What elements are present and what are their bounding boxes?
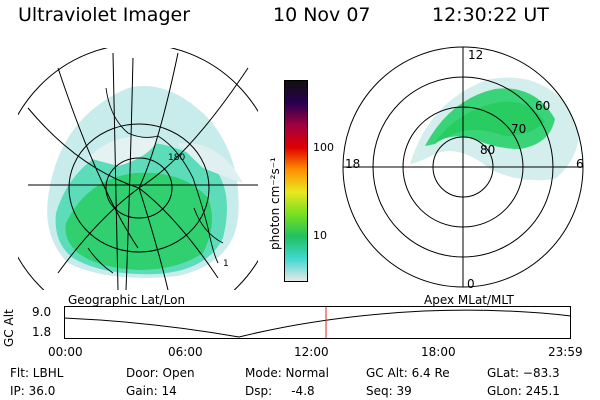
info-seq: Seq: 39 (366, 384, 412, 398)
altitude-ytick-9: 9.0 (32, 305, 52, 319)
info-glon: GLon: 245.1 (487, 384, 560, 398)
info-glat: GLat: −83.3 (487, 366, 560, 380)
xtick-1800: 18:00 (421, 345, 456, 359)
altitude-curve (64, 309, 572, 338)
colorbar-unit-label: photon cm⁻²s⁻¹ (268, 157, 282, 250)
xtick-0000: 00:00 (48, 345, 83, 359)
mlt-label-18: 18 (345, 157, 360, 171)
time-label: 12:30:22 UT (432, 4, 549, 26)
info-gcalt: GC Alt: 6.4 Re (366, 366, 450, 380)
info-mode: Mode: Normal (245, 366, 329, 380)
mlat-mlt-polar-plot: 12 18 6 0 60 70 80 (342, 46, 584, 290)
mlat-label-80: 80 (480, 143, 495, 157)
instrument-title: Ultraviolet Imager (18, 4, 191, 26)
color-bar (284, 80, 308, 282)
right-map-label: Apex MLat/MLT (424, 293, 514, 307)
info-ip: IP: 36.0 (10, 384, 56, 398)
altitude-ylabel: GC Alt (2, 309, 16, 347)
geographic-map: 180 1 (18, 48, 258, 290)
uv-image-magnetic (410, 77, 580, 181)
info-flt: Flt: LBHL (10, 366, 64, 380)
mlat-label-70: 70 (511, 122, 526, 136)
info-door: Door: Open (126, 366, 195, 380)
polar-grid (342, 46, 584, 288)
coast-label-180: 180 (168, 153, 185, 163)
xtick-0600: 06:00 (168, 345, 203, 359)
altitude-ytick-1-8: 1.8 (32, 325, 52, 339)
mlat-label-60: 60 (535, 99, 550, 113)
left-map-label: Geographic Lat/Lon (68, 293, 186, 307)
altitude-plot (64, 306, 572, 339)
info-dsp: Dsp: -4.8 (245, 384, 315, 398)
date-label: 10 Nov 07 (273, 4, 371, 26)
xtick-2359: 23:59 (548, 345, 583, 359)
xtick-1200: 12:00 (294, 345, 329, 359)
colorbar-tick-100: 100 (313, 141, 334, 154)
mlt-label-0: 0 (467, 277, 475, 290)
mlt-label-6: 6 (576, 157, 584, 171)
mlt-label-12: 12 (468, 48, 483, 62)
coast-label-1: 1 (223, 259, 229, 269)
info-gain: Gain: 14 (126, 384, 177, 398)
coastline (87, 87, 224, 274)
uv-image-geographic (47, 86, 243, 278)
lat-lon-grid (18, 48, 258, 290)
colorbar-tick-10: 10 (313, 229, 327, 242)
